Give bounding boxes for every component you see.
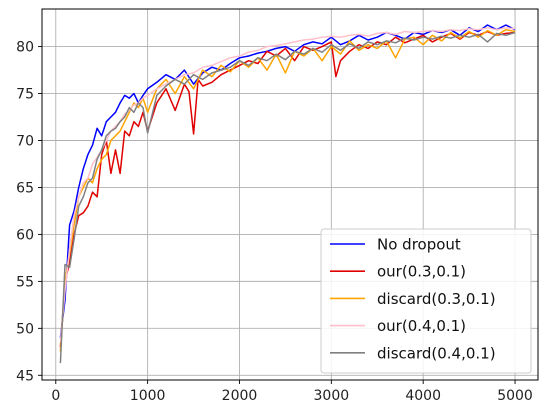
x-tick-label: 0 — [51, 388, 60, 404]
axis-ticks: 0 1000 2000 3000 4000 5000 45 50 55 60 65 70 75 80 — [16, 40, 533, 404]
legend-label: our(0.3,0.1) — [377, 263, 466, 281]
y-tick-label: 65 — [16, 180, 34, 196]
legend-label: discard(0.3,0.1) — [377, 290, 496, 308]
y-tick-label: 80 — [16, 40, 34, 56]
series-line-discard-0-3-0-1 — [59, 28, 516, 352]
y-tick-label: 60 — [16, 227, 34, 243]
series-line-no-dropout — [59, 24, 516, 338]
legend-label: our(0.4,0.1) — [377, 317, 466, 335]
y-tick-label: 55 — [16, 274, 34, 290]
plot-frame — [41, 8, 539, 381]
series-line-discard-0-4-0-1 — [59, 31, 516, 364]
series-lines — [59, 24, 516, 364]
y-tick-label: 75 — [16, 87, 34, 103]
legend-box — [320, 228, 532, 374]
y-tick-label: 45 — [16, 368, 34, 384]
y-tick-label: 70 — [16, 133, 34, 149]
x-tick-label: 2000 — [222, 388, 258, 404]
x-tick-label: 3000 — [314, 388, 350, 404]
series-line-our-0-4-0-1 — [59, 27, 516, 343]
y-tick-label: 50 — [16, 321, 34, 337]
legend: No dropout our(0.3,0.1) discard(0.3,0.1) ou… — [320, 228, 532, 374]
legend-label: No dropout — [377, 236, 461, 254]
x-tick-label: 5000 — [497, 388, 533, 404]
x-tick-label: 4000 — [405, 388, 441, 404]
x-tick-label: 1000 — [130, 388, 166, 404]
legend-label: discard(0.4,0.1) — [377, 344, 496, 362]
